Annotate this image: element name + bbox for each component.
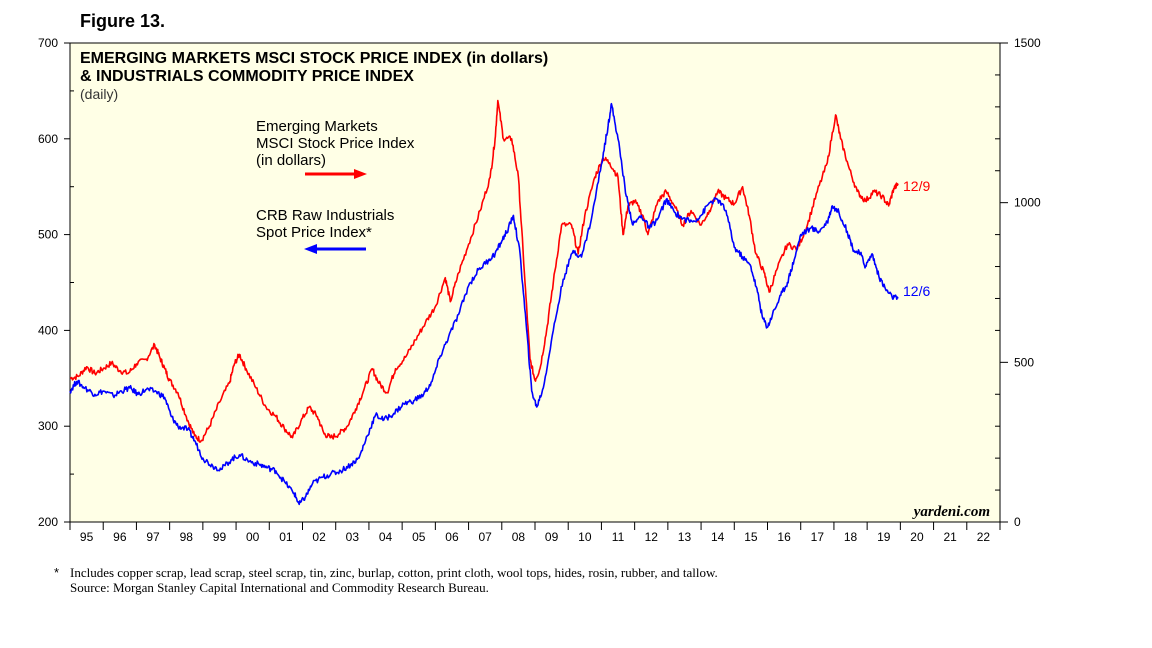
y-left-tick-label: 600 xyxy=(38,132,58,146)
series-layer xyxy=(69,99,899,506)
footnote-text1: Includes copper scrap, lead scrap, steel… xyxy=(70,565,718,580)
footnote-line2: Source: Morgan Stanley Capital Internati… xyxy=(70,580,489,595)
series-line-emerging-markets xyxy=(69,99,899,443)
y-left-tick-label: 500 xyxy=(38,228,58,242)
footnote-line1: * Includes copper scrap, lead scrap, stee… xyxy=(54,565,718,580)
x-tick-label: 21 xyxy=(943,530,957,544)
x-tick-label: 20 xyxy=(910,530,924,544)
footnote-star: * xyxy=(54,565,60,580)
x-tick-label: 95 xyxy=(80,530,94,544)
x-tick-label: 03 xyxy=(346,530,360,544)
legend-em-line3: (in dollars) xyxy=(256,152,326,169)
x-tick-label: 04 xyxy=(379,530,393,544)
legend-crb-arrow xyxy=(304,244,366,254)
footnote: * Includes copper scrap, lead scrap, stee… xyxy=(54,565,718,595)
legend-em-arrow xyxy=(305,169,367,179)
x-tick-label: 12 xyxy=(645,530,659,544)
series-line-crb-industrials xyxy=(69,102,899,506)
x-tick-label: 11 xyxy=(612,530,625,544)
crb-end-label: 12/6 xyxy=(903,283,930,299)
em-end-label: 12/9 xyxy=(903,178,930,194)
legend-em-line1: Emerging Markets xyxy=(256,118,378,135)
x-tick-label: 09 xyxy=(545,530,559,544)
x-tick-label: 15 xyxy=(744,530,758,544)
x-tick-label: 01 xyxy=(279,530,293,544)
x-tick-label: 99 xyxy=(213,530,227,544)
watermark: yardeni.com xyxy=(912,504,990,520)
legend-em-line2: MSCI Stock Price Index xyxy=(256,135,415,152)
x-tick-label: 08 xyxy=(512,530,526,544)
x-tick-label: 17 xyxy=(811,530,825,544)
x-tick-label: 19 xyxy=(877,530,891,544)
figure-label: Figure 13. xyxy=(80,11,166,31)
x-tick-label: 02 xyxy=(312,530,326,544)
x-tick-label: 14 xyxy=(711,530,725,544)
x-tick-label: 22 xyxy=(977,530,991,544)
x-tick-label: 13 xyxy=(678,530,692,544)
y-left-tick-label: 200 xyxy=(38,515,58,529)
plot-area xyxy=(69,42,1001,523)
y-right-tick-label: 1500 xyxy=(1014,36,1041,50)
y-right-tick-label: 1000 xyxy=(1014,196,1041,210)
chart-subtitle: (daily) xyxy=(80,86,118,102)
x-tick-label: 98 xyxy=(180,530,194,544)
y-left-tick-label: 700 xyxy=(38,36,58,50)
x-tick-label: 10 xyxy=(578,530,592,544)
x-tick-label: 96 xyxy=(113,530,127,544)
y-right-tick-label: 0 xyxy=(1014,515,1021,529)
x-tick-label: 05 xyxy=(412,530,426,544)
x-tick-label: 06 xyxy=(445,530,459,544)
chart-title-line2: & INDUSTRIALS COMMODITY PRICE INDEX xyxy=(80,68,414,85)
y-left-tick-label: 300 xyxy=(38,419,58,433)
y-left-tick-label: 400 xyxy=(38,323,58,337)
x-tick-label: 16 xyxy=(777,530,791,544)
chart-title-line1: EMERGING MARKETS MSCI STOCK PRICE INDEX … xyxy=(80,50,548,67)
x-tick-label: 18 xyxy=(844,530,858,544)
x-tick-label: 07 xyxy=(478,530,492,544)
x-tick-label: 97 xyxy=(146,530,160,544)
y-right-tick-label: 500 xyxy=(1014,355,1034,369)
legend-crb-line2: Spot Price Index* xyxy=(256,224,372,241)
legend-crb-line1: CRB Raw Industrials xyxy=(256,207,394,224)
x-tick-label: 00 xyxy=(246,530,260,544)
